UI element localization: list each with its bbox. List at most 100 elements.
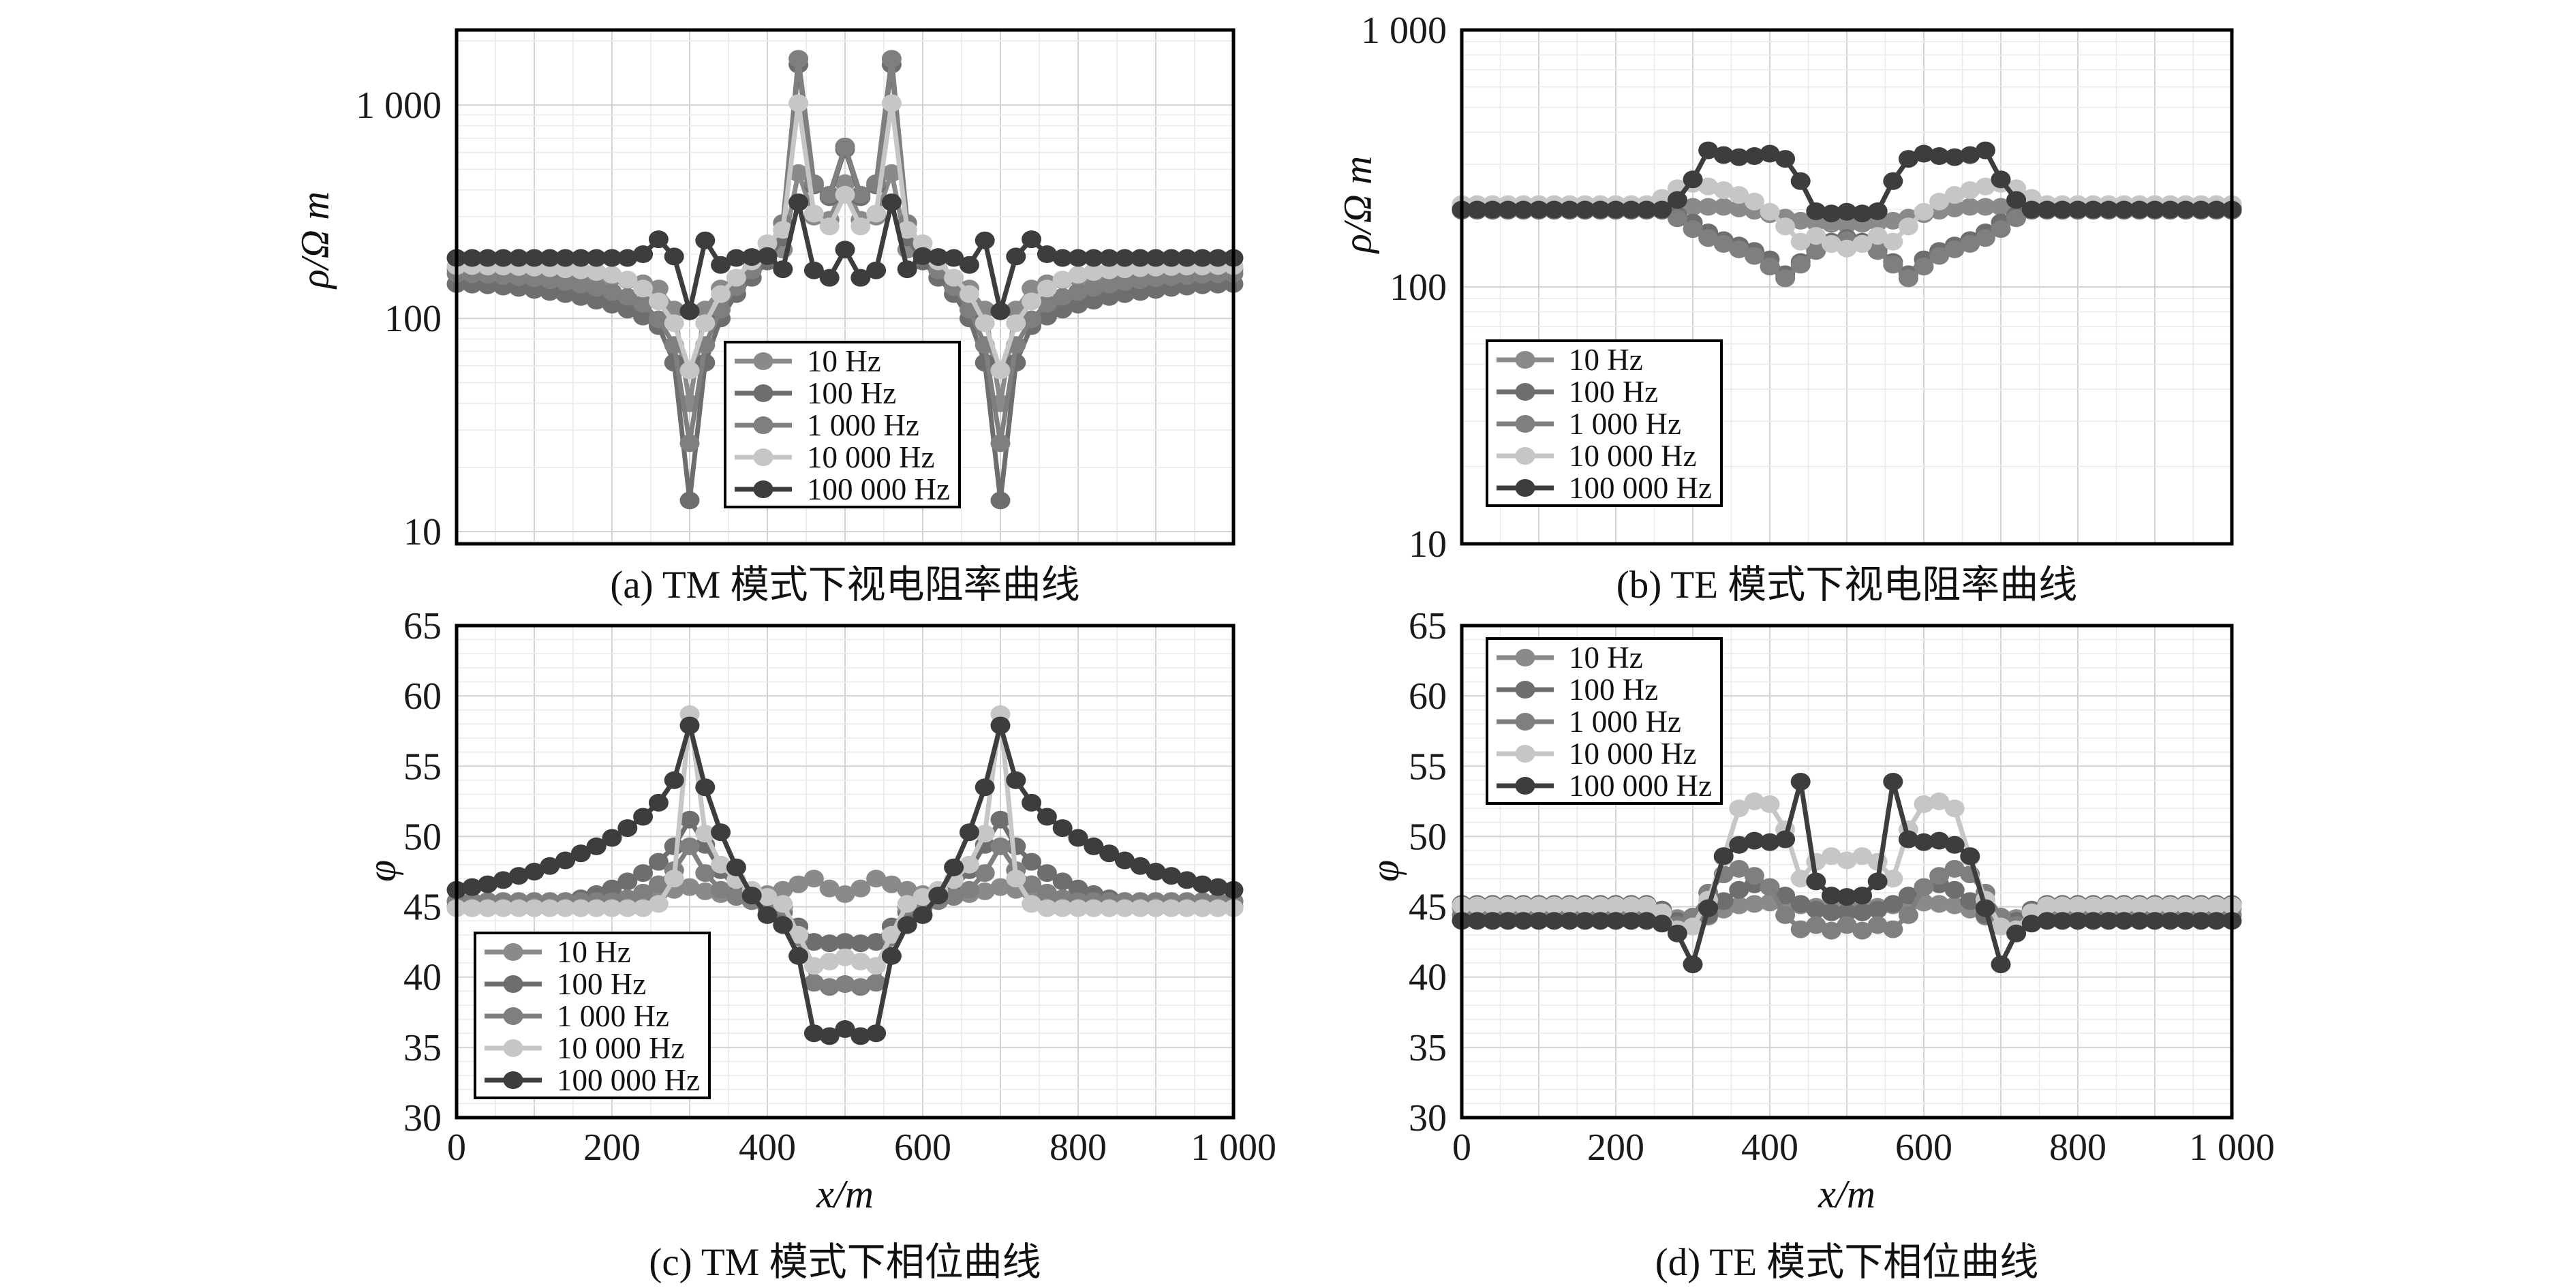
legend-swatch-icon: [1497, 382, 1554, 401]
data-point-marker: [1790, 256, 1811, 274]
data-point-marker: [664, 771, 684, 789]
data-point-marker: [633, 864, 654, 883]
data-point-marker: [540, 899, 560, 917]
data-point-marker: [1636, 200, 1657, 219]
data-point-marker: [1760, 144, 1780, 163]
data-point-marker: [726, 858, 746, 876]
data-point-marker: [1821, 204, 1841, 223]
data-point-marker: [570, 899, 591, 917]
data-point-marker: [1022, 793, 1042, 812]
data-point-marker: [1775, 217, 1796, 236]
data-point-marker: [1114, 273, 1135, 291]
data-point-marker: [835, 241, 855, 259]
data-point-marker: [1837, 215, 1857, 234]
data-point-marker: [726, 269, 746, 287]
y-tick-label-c: 45: [403, 887, 442, 929]
data-point-marker: [617, 872, 638, 891]
data-point-marker: [2175, 896, 2196, 915]
data-point-marker: [2021, 200, 2042, 219]
data-point-marker: [1575, 912, 1595, 930]
data-point-marker: [570, 261, 591, 279]
data-point-marker: [975, 314, 995, 333]
data-point-marker: [1914, 144, 1934, 163]
data-point-marker: [1806, 872, 1826, 891]
data-point-marker: [1606, 912, 1626, 930]
data-point-marker: [1837, 239, 1857, 258]
legend-label: 1 000 Hz: [557, 998, 669, 1033]
data-point-marker: [1022, 279, 1042, 298]
data-point-marker: [2145, 912, 2165, 930]
caption-chart-c: (c) TM 模式下相位曲线: [649, 1241, 1041, 1284]
legend-item-100000Hz: 100 000 Hz: [735, 472, 953, 506]
data-point-marker: [2006, 209, 2027, 228]
data-point-marker: [1806, 242, 1826, 260]
data-point-marker: [602, 283, 622, 301]
data-point-marker: [2006, 191, 2027, 209]
data-point-marker: [1775, 887, 1796, 905]
data-point-marker: [990, 810, 1011, 829]
data-point-marker: [913, 234, 933, 252]
legend-chart-b: 10 Hz 100 Hz 1 000 Hz 10 000 Hz 100 000 Hz: [1486, 339, 1723, 507]
x-tick-label-d: 800: [2049, 1126, 2106, 1169]
data-point-marker: [617, 249, 638, 267]
data-point-marker: [1760, 202, 1780, 221]
data-point-marker: [1652, 200, 1672, 219]
data-point-marker: [1052, 271, 1073, 289]
data-point-marker: [1114, 851, 1135, 870]
y-axis-title-a: ρ/Ω m: [292, 191, 337, 289]
data-point-marker: [1667, 209, 1687, 228]
data-point-marker: [679, 302, 700, 320]
data-point-marker: [1161, 867, 1182, 885]
data-point-marker: [1698, 229, 1719, 247]
y-tick-label-c: 40: [403, 957, 442, 999]
data-point-marker: [1790, 773, 1811, 791]
data-point-marker: [1052, 288, 1073, 306]
data-point-marker: [1744, 895, 1764, 913]
data-point-marker: [1652, 915, 1672, 933]
data-point-marker: [1790, 172, 1811, 190]
data-point-marker: [1606, 896, 1626, 915]
data-point-marker: [990, 878, 1011, 896]
y-tick-label-d: 55: [1409, 746, 1447, 788]
data-point-marker: [1529, 200, 1549, 219]
data-point-marker: [1867, 202, 1888, 220]
data-point-marker: [1099, 899, 1120, 917]
y-tick-label-d: 50: [1409, 816, 1447, 858]
data-point-marker: [1760, 833, 1780, 851]
data-point-marker: [1099, 275, 1120, 294]
data-point-marker: [2129, 912, 2149, 930]
data-point-marker: [1929, 792, 1950, 810]
data-point-marker: [1114, 249, 1135, 267]
data-point-marker: [478, 899, 498, 917]
legend-item-100Hz: 100 Hz: [735, 376, 953, 410]
data-point-marker: [1790, 870, 1811, 888]
data-point-marker: [602, 829, 622, 847]
data-point-marker: [1867, 872, 1888, 891]
data-point-marker: [1944, 880, 1965, 899]
data-point-marker: [1052, 249, 1073, 267]
legend-swatch-icon: [1497, 350, 1554, 369]
legend-item-100Hz: 100 Hz: [1497, 672, 1715, 707]
data-point-marker: [1944, 148, 1965, 166]
data-point-marker: [897, 880, 917, 899]
data-point-marker: [866, 933, 887, 951]
data-point-marker: [803, 261, 824, 279]
data-point-marker: [1975, 177, 1995, 196]
data-point-marker: [524, 863, 545, 880]
legend-label: 100 Hz: [1569, 672, 1659, 707]
x-tick-label-c: 1 000: [1191, 1126, 1276, 1169]
caption-chart-d: (d) TE 模式下相位曲线: [1655, 1241, 2039, 1284]
data-point-marker: [633, 899, 654, 917]
data-point-marker: [1821, 921, 1841, 940]
legend-item-10Hz: 10 Hz: [485, 935, 703, 969]
data-point-marker: [1498, 896, 1518, 915]
data-point-marker: [1575, 200, 1595, 219]
y-tick-label-d: 45: [1409, 887, 1447, 929]
legend-label: 100 Hz: [557, 966, 647, 1001]
data-point-marker: [726, 888, 746, 906]
legend-item-10000Hz: 10 000 Hz: [735, 440, 953, 474]
data-point-marker: [819, 185, 840, 204]
data-point-marker: [1914, 878, 1934, 896]
data-point-marker: [2098, 200, 2119, 219]
